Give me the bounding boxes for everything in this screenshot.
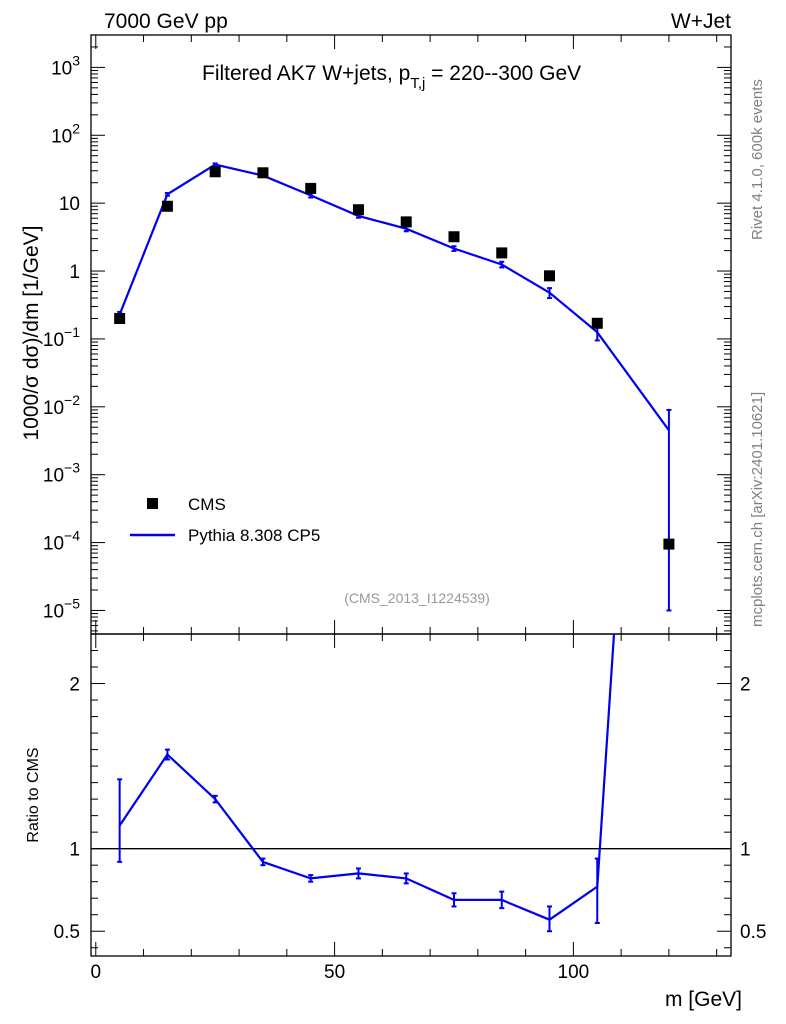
ratio-y-tick-label: 1 [69,840,80,861]
ratio-y-axis-label: Ratio to CMS [25,747,42,842]
mcplots-label: mcplots.cern.ch [arXiv:2401.10621] [749,392,766,627]
legend-mc-label: Pythia 8.308 CP5 [188,526,320,545]
cms-data-point [496,247,508,259]
x-axis-label: m [GeV] [665,988,742,1011]
collision-label: 7000 GeV pp [104,10,228,33]
ratio-plot-frame [90,633,732,957]
main-y-tick-label: 10−1 [43,324,80,351]
cms-data-point [209,166,221,178]
ratio-y-tick-label: 0.5 [54,922,80,943]
x-tick-label: 50 [324,962,345,983]
main-y-tick-label: 10 [59,194,80,215]
main-plot-frame [90,34,732,635]
rivet-version-label: Rivet 4.1.0, 600k events [749,79,766,240]
main-y-axis-label: 1000/σ dσ)/dm [1/GeV] [20,225,43,440]
main-y-tick-label: 10−4 [43,528,80,555]
cms-data-point [400,216,412,228]
main-mc-series [117,162,672,612]
ratio-mc-series [91,633,731,933]
process-label: W+Jet [671,10,731,33]
main-y-tick-label: 10−3 [43,460,80,487]
main-title: Filtered AK7 W+jets, pT,j = 220--300 GeV [202,62,581,92]
main-y-tick-label: 10−2 [43,392,80,419]
ratio-curve [118,633,616,921]
cms-data-point [663,538,675,550]
x-tick-label: 0 [90,962,101,983]
cms-data-point [161,200,173,212]
cms-data-point [448,231,460,243]
x-tick-label: 100 [558,962,590,983]
legend-cms-marker [147,498,158,509]
analysis-label: (CMS_2013_I1224539) [344,590,490,606]
ratio-y-tick-label-right: 2 [740,675,751,696]
cms-data-point [591,317,603,329]
ratio-axis-ticks [91,633,731,956]
cms-data-point [114,312,126,324]
ratio-tick-labels: 0.5 0.5 1 1 2 2 0 50 100 [54,675,767,983]
main-y-tick-label: 102 [51,120,80,147]
legend-cms-label: CMS [188,495,226,514]
main-axis-ticks [91,34,731,634]
main-y-tick-label: 1 [69,262,80,283]
ratio-y-tick-label-right: 0.5 [740,922,766,943]
mc-curve [118,163,670,431]
cms-data-point [305,182,317,194]
legend: CMS Pythia 8.308 CP5 [130,495,320,545]
cms-data-point [544,270,556,282]
main-data-series [114,166,675,550]
cms-data-point [352,204,364,216]
main-y-tick-label: 10−5 [43,595,80,622]
main-y-tick-label: 103 [51,52,80,79]
ratio-y-tick-label-right: 1 [740,840,751,861]
ratio-y-tick-label: 2 [69,675,80,696]
cms-data-point [257,167,269,179]
